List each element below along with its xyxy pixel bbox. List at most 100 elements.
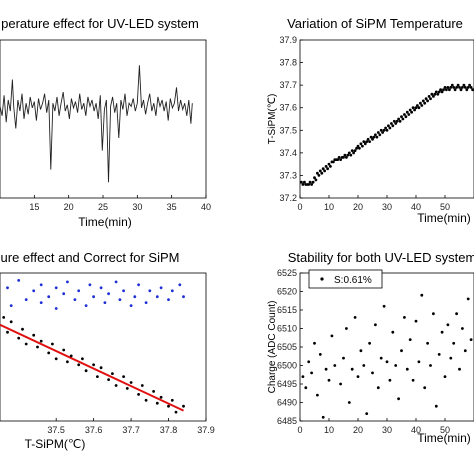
data-point <box>310 371 313 375</box>
data-point <box>458 86 461 89</box>
data-point <box>307 360 311 364</box>
data-point <box>122 375 125 378</box>
data-point <box>114 384 118 387</box>
data-point <box>170 398 174 402</box>
data-point <box>410 110 413 114</box>
data-point <box>440 90 444 94</box>
data-point <box>62 292 66 296</box>
data-point <box>303 180 306 184</box>
data-point <box>407 113 411 116</box>
x-axis-label-3: T-SiPM(℃) <box>25 437 86 451</box>
y-tick-label: 37.3 <box>279 170 297 180</box>
data-point <box>403 113 406 116</box>
data-point <box>379 128 383 132</box>
y-tick-label: 37.9 <box>279 35 297 45</box>
data-point <box>424 97 428 101</box>
data-point <box>88 283 92 287</box>
data-point <box>384 126 387 130</box>
data-point <box>362 140 366 144</box>
data-point <box>455 312 458 316</box>
data-point <box>385 128 389 132</box>
data-point <box>329 165 332 168</box>
x-tick-label: 10 <box>324 425 334 435</box>
data-point <box>378 133 382 137</box>
y-ticks-4: 6485 6490 6495 6500 6505 6510 6515 6520 6525 <box>277 268 303 426</box>
data-point <box>54 307 58 310</box>
data-point <box>2 316 6 319</box>
data-point <box>339 158 342 162</box>
data-point <box>316 393 319 397</box>
data-point <box>381 131 384 134</box>
y-axis-label-2: T-SiPM(℃) <box>267 94 278 145</box>
data-point <box>54 357 58 361</box>
data-point <box>39 339 43 343</box>
data-point <box>429 97 432 101</box>
data-point <box>436 92 440 96</box>
data-point <box>404 115 408 119</box>
x-ticks-1: 15 20 25 30 35 40 <box>29 195 211 212</box>
data-point <box>310 183 313 186</box>
data-point <box>414 106 418 110</box>
data-point <box>432 95 435 98</box>
data-point <box>350 367 354 371</box>
x-tick-label: 40 <box>411 202 421 212</box>
data-point <box>413 108 416 112</box>
data-point <box>368 140 371 144</box>
data-point <box>114 280 118 284</box>
data-point <box>443 375 447 378</box>
data-point <box>111 372 114 375</box>
data-point <box>304 386 308 390</box>
series-line <box>0 65 193 183</box>
data-point <box>461 327 464 330</box>
data-point <box>408 108 412 112</box>
data-point <box>462 83 466 87</box>
data-point <box>330 334 334 338</box>
data-point <box>358 146 361 150</box>
data-point <box>375 135 379 139</box>
data-point <box>54 286 58 290</box>
y-tick-label: 6485 <box>277 416 297 426</box>
x-tick-label: 37.8 <box>160 425 178 435</box>
data-point <box>400 115 403 119</box>
y-ticks-2: 37.2 37.3 37.4 37.5 37.6 37.7 37.8 37.9 <box>279 35 303 203</box>
data-point <box>371 371 374 375</box>
data-point <box>382 304 386 308</box>
x-tick-label: 30 <box>382 202 392 212</box>
data-point <box>469 86 473 89</box>
data-point <box>372 135 376 139</box>
x-tick-label: 50 <box>440 425 450 435</box>
data-point <box>411 106 415 110</box>
y-tick-label: 6520 <box>277 287 297 297</box>
x-tick-label: 25 <box>98 202 108 212</box>
y-tick-label: 6510 <box>277 324 297 334</box>
data-point <box>376 386 380 390</box>
data-point <box>449 356 453 360</box>
data-point <box>391 124 395 128</box>
x-tick-label: 35 <box>167 202 177 212</box>
data-point <box>461 86 464 89</box>
data-point <box>365 140 369 144</box>
data-point <box>388 378 392 382</box>
series-group-4 <box>301 275 473 419</box>
data-point <box>77 363 81 367</box>
data-point <box>347 401 351 404</box>
data-point <box>301 375 305 378</box>
data-point <box>471 88 474 92</box>
data-point <box>144 398 148 402</box>
x-tick-label: 0 <box>297 425 302 435</box>
data-point <box>400 349 403 353</box>
data-point <box>84 369 88 373</box>
data-point <box>403 316 406 319</box>
data-point <box>170 289 174 293</box>
data-point <box>174 410 178 414</box>
panel-stability: Stability for both UV-LED system 6485 649… <box>267 250 474 445</box>
data-point <box>178 283 182 287</box>
data-point <box>405 367 409 371</box>
data-point <box>159 395 163 399</box>
data-point <box>81 357 84 361</box>
data-point <box>313 176 316 180</box>
data-point <box>24 342 28 346</box>
data-point <box>432 312 435 316</box>
plot-frame-3 <box>0 272 207 422</box>
